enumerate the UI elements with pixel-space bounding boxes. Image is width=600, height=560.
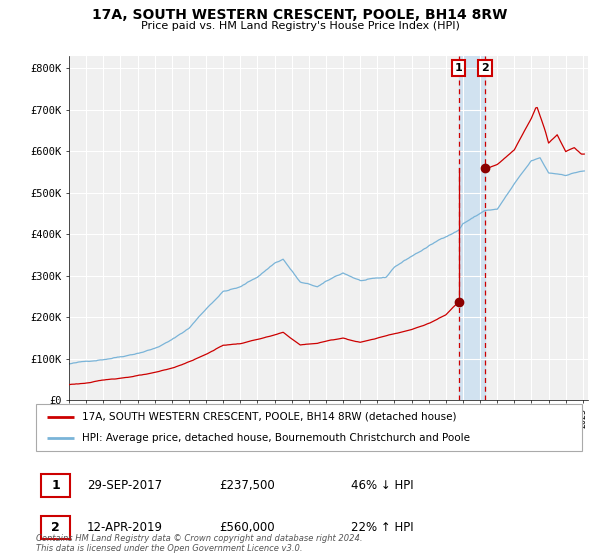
Bar xyxy=(458,56,485,400)
FancyBboxPatch shape xyxy=(36,404,582,451)
Text: 1: 1 xyxy=(455,63,463,73)
Text: HPI: Average price, detached house, Bournemouth Christchurch and Poole: HPI: Average price, detached house, Bour… xyxy=(82,433,470,444)
Text: £237,500: £237,500 xyxy=(219,479,275,492)
Text: Price paid vs. HM Land Registry's House Price Index (HPI): Price paid vs. HM Land Registry's House … xyxy=(140,21,460,31)
Text: Contains HM Land Registry data © Crown copyright and database right 2024.
This d: Contains HM Land Registry data © Crown c… xyxy=(36,534,362,553)
Text: 46% ↓ HPI: 46% ↓ HPI xyxy=(351,479,413,492)
Text: 17A, SOUTH WESTERN CRESCENT, POOLE, BH14 8RW (detached house): 17A, SOUTH WESTERN CRESCENT, POOLE, BH14… xyxy=(82,412,457,422)
Text: 17A, SOUTH WESTERN CRESCENT, POOLE, BH14 8RW: 17A, SOUTH WESTERN CRESCENT, POOLE, BH14… xyxy=(92,8,508,22)
FancyBboxPatch shape xyxy=(41,516,70,539)
Text: 1: 1 xyxy=(51,479,60,492)
Text: 22% ↑ HPI: 22% ↑ HPI xyxy=(351,521,413,534)
Text: 29-SEP-2017: 29-SEP-2017 xyxy=(87,479,162,492)
Text: 12-APR-2019: 12-APR-2019 xyxy=(87,521,163,534)
FancyBboxPatch shape xyxy=(41,474,70,497)
Text: 2: 2 xyxy=(51,521,60,534)
Text: £560,000: £560,000 xyxy=(219,521,275,534)
Text: 2: 2 xyxy=(481,63,489,73)
